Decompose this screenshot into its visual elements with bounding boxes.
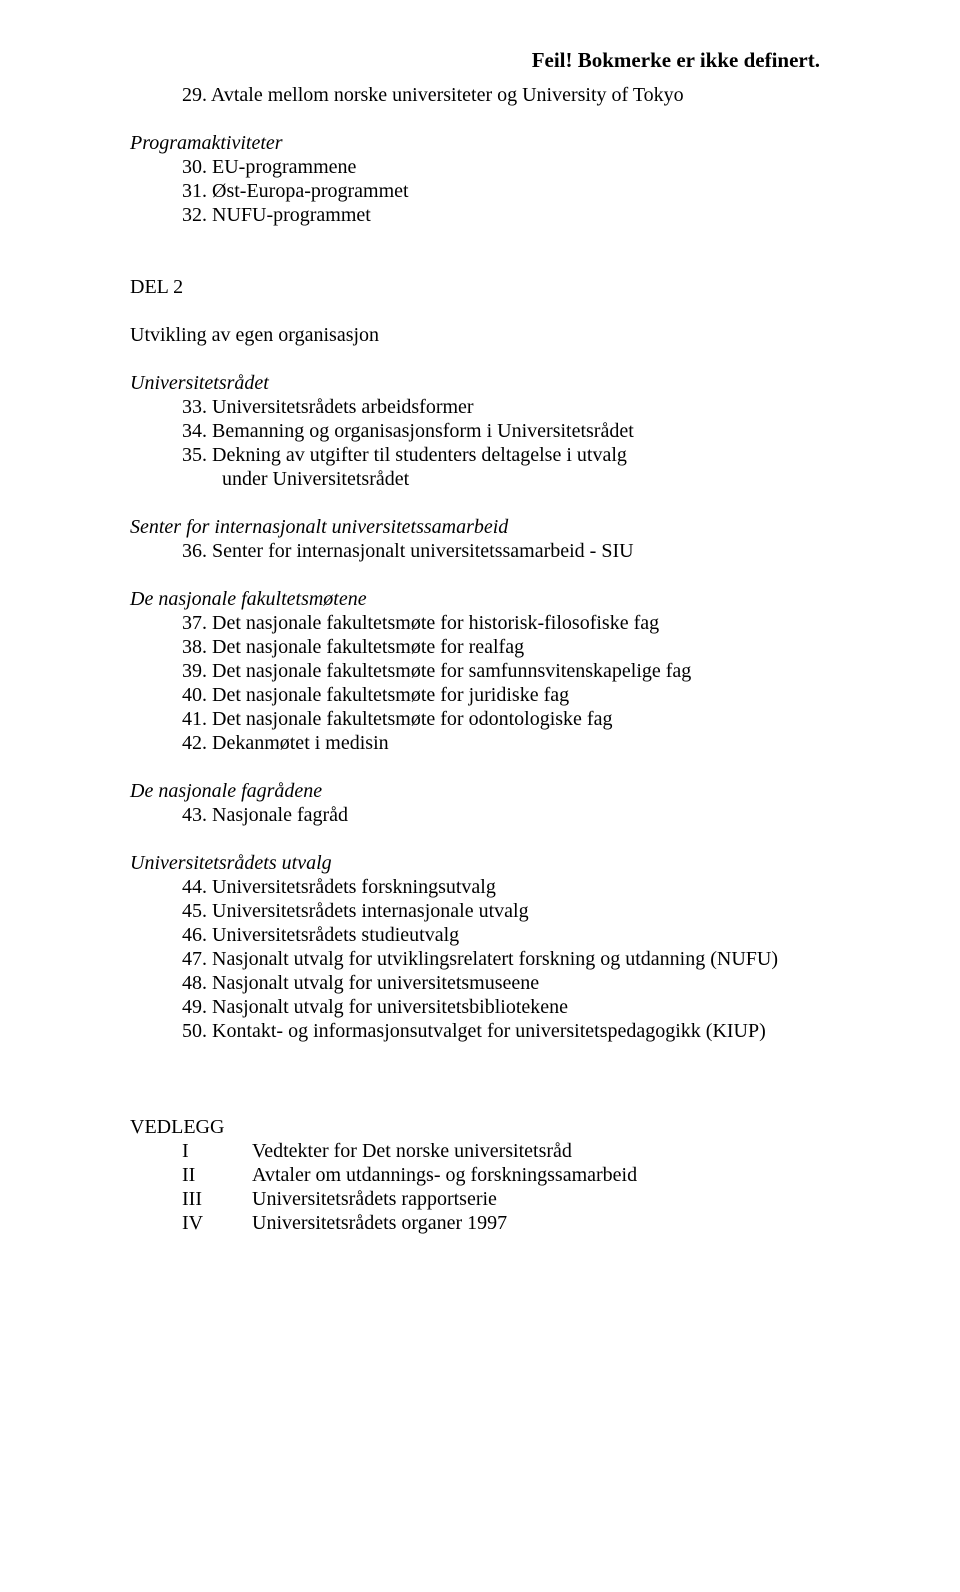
- item-34: 34. Bemanning og organisasjonsform i Uni…: [130, 419, 850, 443]
- del2-subtitle: Utvikling av egen organisasjon: [130, 323, 850, 347]
- item-35-cont: under Universitetsrådet: [130, 467, 850, 491]
- vedlegg-row: II Avtaler om utdannings- og forskningss…: [182, 1163, 850, 1187]
- item-39: 39. Det nasjonale fakultetsmøte for samf…: [130, 659, 850, 683]
- item-38: 38. Det nasjonale fakultetsmøte for real…: [130, 635, 850, 659]
- item-50: 50. Kontakt- og informasjonsutvalget for…: [130, 1019, 850, 1043]
- vedlegg-text-4: Universitetsrådets organer 1997: [252, 1211, 507, 1235]
- vedlegg-row: III Universitetsrådets rapportserie: [182, 1187, 850, 1211]
- vedlegg-title: VEDLEGG: [130, 1115, 850, 1139]
- item-44: 44. Universitetsrådets forskningsutvalg: [130, 875, 850, 899]
- section-utvalg: Universitetsrådets utvalg: [130, 851, 850, 875]
- item-36: 36. Senter for internasjonalt universite…: [130, 539, 850, 563]
- item-37: 37. Det nasjonale fakultetsmøte for hist…: [130, 611, 850, 635]
- item-29: 29. Avtale mellom norske universiteter o…: [130, 83, 850, 107]
- header-error-text: Feil! Bokmerke er ikke definert.: [130, 48, 850, 73]
- item-46: 46. Universitetsrådets studieutvalg: [130, 923, 850, 947]
- section-fagraad: De nasjonale fagrådene: [130, 779, 850, 803]
- vedlegg-num-2: II: [182, 1163, 252, 1187]
- item-32: 32. NUFU-programmet: [130, 203, 850, 227]
- item-45: 45. Universitetsrådets internasjonale ut…: [130, 899, 850, 923]
- vedlegg-num-3: III: [182, 1187, 252, 1211]
- section-senter: Senter for internasjonalt universitetssa…: [130, 515, 850, 539]
- vedlegg-row: I Vedtekter for Det norske universitetsr…: [182, 1139, 850, 1163]
- vedlegg-text-1: Vedtekter for Det norske universitetsråd: [252, 1139, 572, 1163]
- item-42: 42. Dekanmøtet i medisin: [130, 731, 850, 755]
- section-universitetsraadet: Universitetsrådet: [130, 371, 850, 395]
- vedlegg-text-2: Avtaler om utdannings- og forskningssama…: [252, 1163, 637, 1187]
- item-47: 47. Nasjonalt utvalg for utviklingsrelat…: [130, 947, 850, 971]
- item-33: 33. Universitetsrådets arbeidsformer: [130, 395, 850, 419]
- item-41: 41. Det nasjonale fakultetsmøte for odon…: [130, 707, 850, 731]
- item-30: 30. EU-programmene: [130, 155, 850, 179]
- item-43: 43. Nasjonale fagråd: [130, 803, 850, 827]
- item-48: 48. Nasjonalt utvalg for universitetsmus…: [130, 971, 850, 995]
- del2-title: DEL 2: [130, 275, 850, 299]
- item-49: 49. Nasjonalt utvalg for universitetsbib…: [130, 995, 850, 1019]
- vedlegg-row: IV Universitetsrådets organer 1997: [182, 1211, 850, 1235]
- section-fakultet: De nasjonale fakultetsmøtene: [130, 587, 850, 611]
- vedlegg-num-4: IV: [182, 1211, 252, 1235]
- item-40: 40. Det nasjonale fakultetsmøte for juri…: [130, 683, 850, 707]
- vedlegg-num-1: I: [182, 1139, 252, 1163]
- vedlegg-text-3: Universitetsrådets rapportserie: [252, 1187, 497, 1211]
- section-programaktiviteter: Programaktiviteter: [130, 131, 850, 155]
- item-31: 31. Øst-Europa-programmet: [130, 179, 850, 203]
- item-35: 35. Dekning av utgifter til studenters d…: [130, 443, 850, 467]
